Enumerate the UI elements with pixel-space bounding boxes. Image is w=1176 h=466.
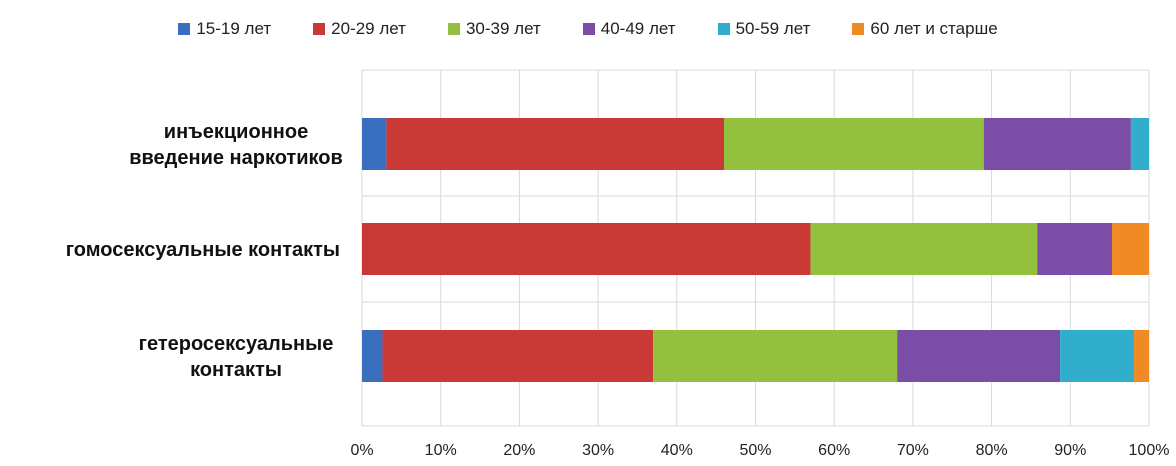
x-tick-label: 60% [818,442,850,459]
bar-segment [362,223,811,275]
legend-label: 40-49 лет [600,19,676,38]
legend-label: 50-59 лет [735,19,811,38]
bar-segment [1112,223,1149,275]
legend-item: 50-59 лет [717,19,811,39]
bar-segment [983,118,1131,170]
x-tick-label: 10% [425,442,457,459]
bars [362,118,1149,382]
category-label: гетеросексуальные [139,333,334,355]
legend-swatch [852,23,865,35]
bar-segment [386,118,725,170]
legend-swatch [582,23,595,35]
x-tick-label: 90% [1054,442,1086,459]
bar-segment [362,330,383,382]
category-label: гомосексуальные контакты [66,239,340,261]
x-tick-label: 20% [503,442,535,459]
legend-label: 60 лет и старше [870,19,998,38]
x-tick-label: 80% [976,442,1008,459]
bar-segment [1134,330,1149,382]
bar-segment [810,223,1038,275]
legend-label: 30-39 лет [465,19,541,38]
category-label: инъекционное [164,121,308,143]
x-tick-label: 70% [897,442,929,459]
bar-segment [362,118,387,170]
legend-swatch [313,23,326,35]
legend-item: 15-19 лет [178,19,271,39]
legend-swatch [178,23,191,35]
legend-swatch [447,23,460,35]
x-tick-label: 40% [661,442,693,459]
category-label: введение наркотиков [129,147,343,169]
legend-item: 60 лет и старше [852,19,998,39]
legend-label: 20-29 лет [331,19,406,38]
x-tick-label: 100% [1129,442,1170,459]
legend-swatch [717,23,730,35]
bar-segment [897,330,1061,382]
bar-segment [1130,118,1149,170]
legend-label: 15-19 лет [196,19,272,38]
bar-segment [1037,223,1113,275]
bar-segment [382,330,654,382]
bar-segment [1060,330,1135,382]
x-tick-labels: 0% 10% 20% 30% 40% 50% 60% 70% 80% 90% 100% [350,442,1169,459]
category-labels: инъекционное введение наркотиков гомосексу… [66,121,343,381]
legend-item: 30-39 лет [447,19,541,39]
bar-segment [724,118,984,170]
x-tick-label: 30% [582,442,614,459]
category-label: контакты [190,359,282,381]
x-tick-label: 50% [739,442,771,459]
legend-item: 40-49 лет [582,19,676,39]
legend-item: 20-29 лет [313,19,406,39]
legend: 15-19 лет 20-29 лет 30-39 лет 40-49 лет 50-5… [0,14,1176,44]
bar-segment [653,330,898,382]
x-tick-label: 0% [350,442,373,459]
